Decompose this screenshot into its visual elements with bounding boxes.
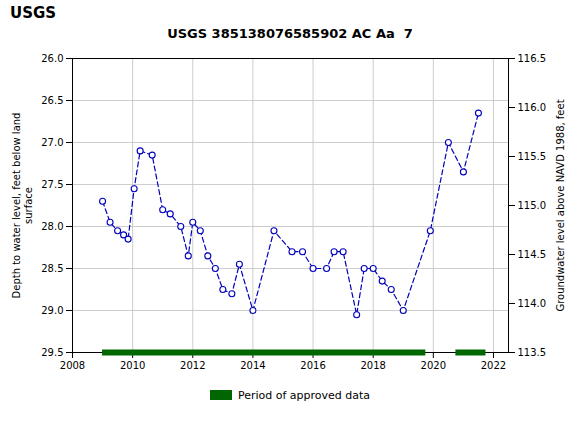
svg-text:28.5: 28.5	[41, 263, 63, 274]
svg-text:113.5: 113.5	[518, 347, 547, 358]
svg-text:114.5: 114.5	[518, 249, 547, 260]
svg-text:29.0: 29.0	[41, 305, 63, 316]
svg-text:2018: 2018	[360, 360, 385, 371]
svg-text:2022: 2022	[481, 360, 506, 371]
svg-text:2016: 2016	[300, 360, 325, 371]
svg-text:2020: 2020	[421, 360, 446, 371]
svg-text:116.0: 116.0	[518, 102, 547, 113]
svg-text:Groundwater level above NAVD 1: Groundwater level above NAVD 1988, feet	[555, 99, 566, 311]
svg-text:27.0: 27.0	[41, 137, 63, 148]
svg-text:116.5: 116.5	[518, 53, 547, 64]
svg-text:Depth to water level, feet bel: Depth to water level, feet below landsur…	[11, 113, 34, 299]
html-text:USGS 385138076585902 AC Aa 7: USGS 385138076585902 AC Aa 7	[167, 26, 413, 41]
html-text:Period of approved data: Period of approved data	[237, 388, 371, 402]
svg-text:26.0: 26.0	[41, 53, 63, 64]
svg-text:115.0: 115.0	[518, 200, 547, 211]
svg-text:2008: 2008	[60, 360, 85, 371]
svg-text:28.0: 28.0	[41, 221, 63, 232]
svg-text:2012: 2012	[180, 360, 205, 371]
svg-text:115.5: 115.5	[518, 151, 547, 162]
svg-text:26.5: 26.5	[41, 95, 63, 106]
svg-text:2014: 2014	[240, 360, 265, 371]
svg-text:2010: 2010	[120, 360, 145, 371]
html-text:USGS: USGS	[10, 4, 57, 22]
svg-text:114.0: 114.0	[518, 298, 547, 309]
svg-text:29.5: 29.5	[41, 347, 63, 358]
svg-text:27.5: 27.5	[41, 179, 63, 190]
